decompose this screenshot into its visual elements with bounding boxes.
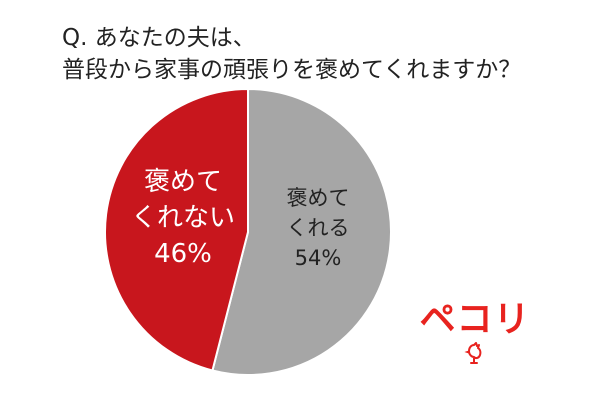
slice-1-label-line-2: くれる xyxy=(287,216,350,240)
slice-2-label-line-2: くれない xyxy=(131,203,235,233)
pie-slice-2 xyxy=(104,87,249,372)
title-line-2: 普段から家事の頑張りを褒めてくれますか？ xyxy=(62,57,522,83)
pie-slice-1 xyxy=(211,87,392,376)
logo-text: ペコリ xyxy=(419,299,531,340)
slice-1-label-line-1: 褒めて xyxy=(287,186,350,210)
rooster-icon xyxy=(464,342,482,364)
slice-2-value-label: 46% xyxy=(154,239,212,269)
chart-title: Q. あなたの夫は、 普段から家事の頑張りを褒めてくれますか？ xyxy=(62,22,521,86)
brand-logo: ペコリ xyxy=(415,290,535,380)
title-line-1: Q. あなたの夫は、 xyxy=(62,25,256,51)
slice-2-label-line-1: 褒めて xyxy=(144,167,222,197)
slice-1-value-label: 54% xyxy=(295,246,342,270)
